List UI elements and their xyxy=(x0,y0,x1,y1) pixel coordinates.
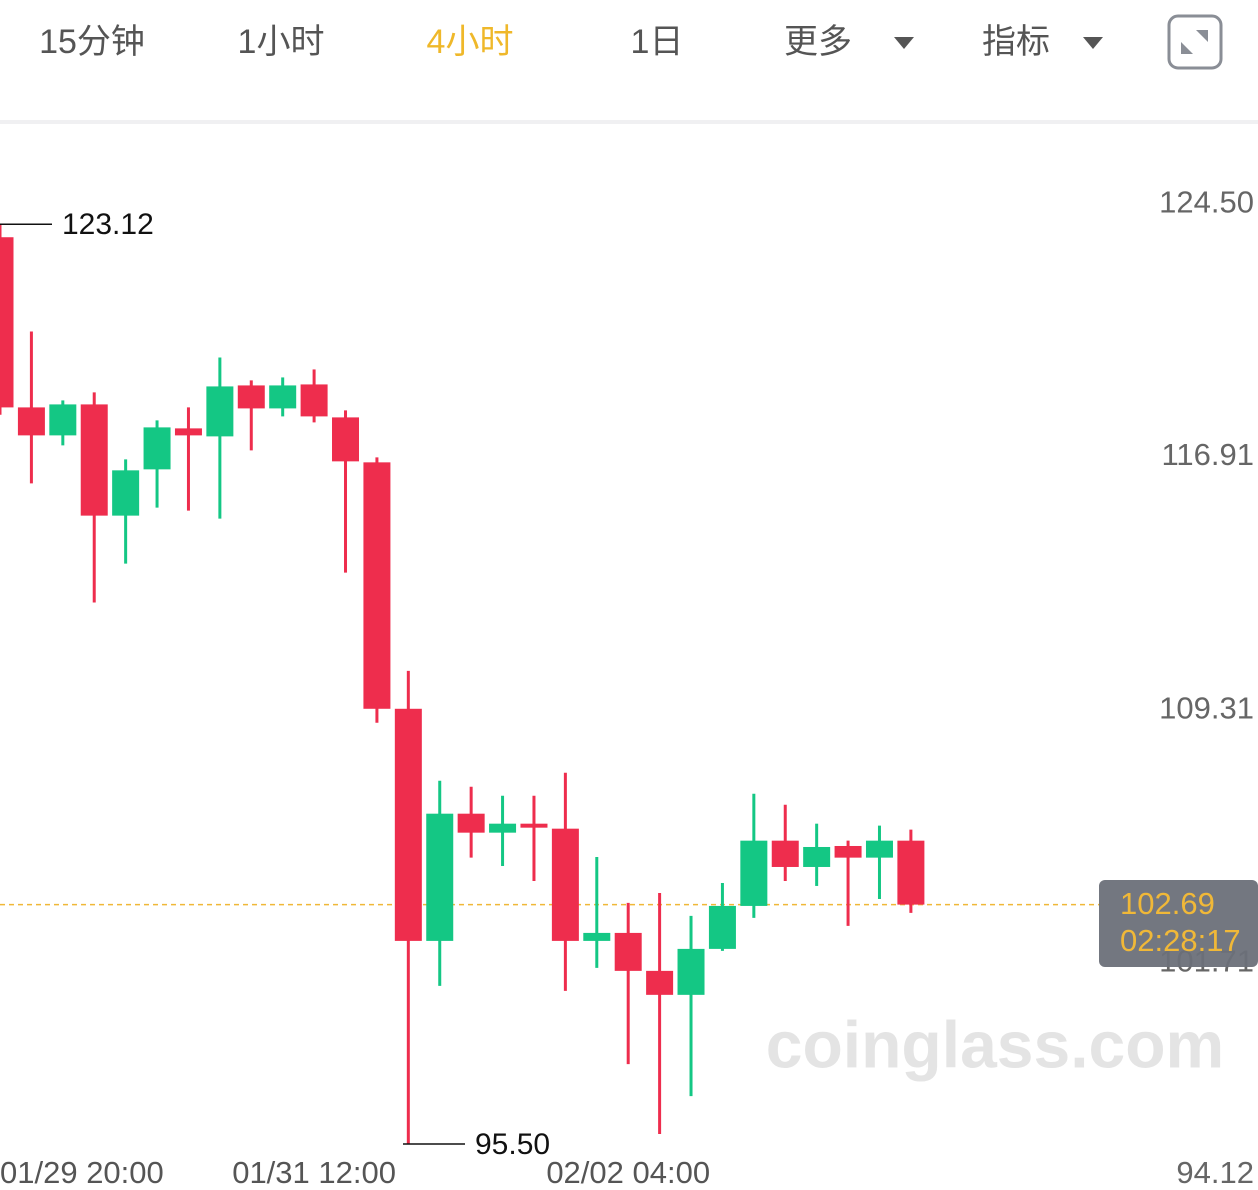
candle-body xyxy=(677,948,705,995)
candle-body xyxy=(17,407,45,436)
candle-body xyxy=(771,840,799,867)
dropdown-icon[interactable] xyxy=(1083,37,1103,49)
candle-body xyxy=(614,932,642,971)
candle-body xyxy=(551,828,579,941)
tab[interactable]: 15分钟 xyxy=(39,23,145,61)
tab[interactable]: 1小时 xyxy=(238,23,325,61)
watermark: coinglass.com xyxy=(766,1007,1225,1081)
countdown: 02:28:17 xyxy=(1120,923,1241,958)
separator xyxy=(0,120,1258,124)
candle-body xyxy=(489,823,517,833)
candle-body xyxy=(708,905,736,949)
dropdown-icon[interactable] xyxy=(894,37,914,49)
candle-body xyxy=(49,404,77,436)
y-tick-label: 124.50 xyxy=(1159,184,1254,219)
x-tick-label: 02/02 04:00 xyxy=(546,1155,710,1190)
candle-body xyxy=(865,840,893,858)
candle-body xyxy=(834,845,862,858)
tab[interactable]: 1日 xyxy=(631,23,684,61)
y-tick-label: 109.31 xyxy=(1159,690,1254,725)
candle-body xyxy=(300,384,328,417)
candle-body xyxy=(740,840,768,906)
candle-body xyxy=(394,708,422,941)
candle-body xyxy=(457,813,485,833)
candle-body xyxy=(80,404,108,516)
candle-body xyxy=(143,427,171,470)
extreme-label: 123.12 xyxy=(62,208,154,241)
candle-body xyxy=(269,385,297,409)
candle-body xyxy=(112,470,140,516)
candle-body xyxy=(174,428,202,436)
y-tick-label: 116.91 xyxy=(1161,437,1254,472)
tab[interactable]: 更多 xyxy=(784,23,852,61)
candle-body xyxy=(426,813,454,941)
x-tick-label: 01/31 12:00 xyxy=(232,1155,396,1190)
candle-body xyxy=(363,462,391,709)
tab[interactable]: 4小时 xyxy=(427,23,514,61)
candle-body xyxy=(332,417,360,462)
price-box xyxy=(1099,880,1258,967)
candle-body xyxy=(520,823,548,828)
candle-body xyxy=(803,846,831,867)
candle-body xyxy=(897,840,925,905)
candle-body xyxy=(646,970,674,995)
candle-body xyxy=(583,932,611,941)
y-tick-label: 94.12 xyxy=(1176,1155,1254,1190)
tab[interactable]: 指标 xyxy=(982,23,1050,61)
extreme-label: 95.50 xyxy=(475,1128,550,1161)
candle-body xyxy=(0,237,14,408)
last-price-label: 102.69 xyxy=(1120,886,1215,921)
candle-body xyxy=(237,385,265,409)
x-tick-label: 01/29 20:00 xyxy=(0,1155,164,1190)
expand-button[interactable] xyxy=(1167,14,1223,70)
candle-body xyxy=(206,386,234,437)
